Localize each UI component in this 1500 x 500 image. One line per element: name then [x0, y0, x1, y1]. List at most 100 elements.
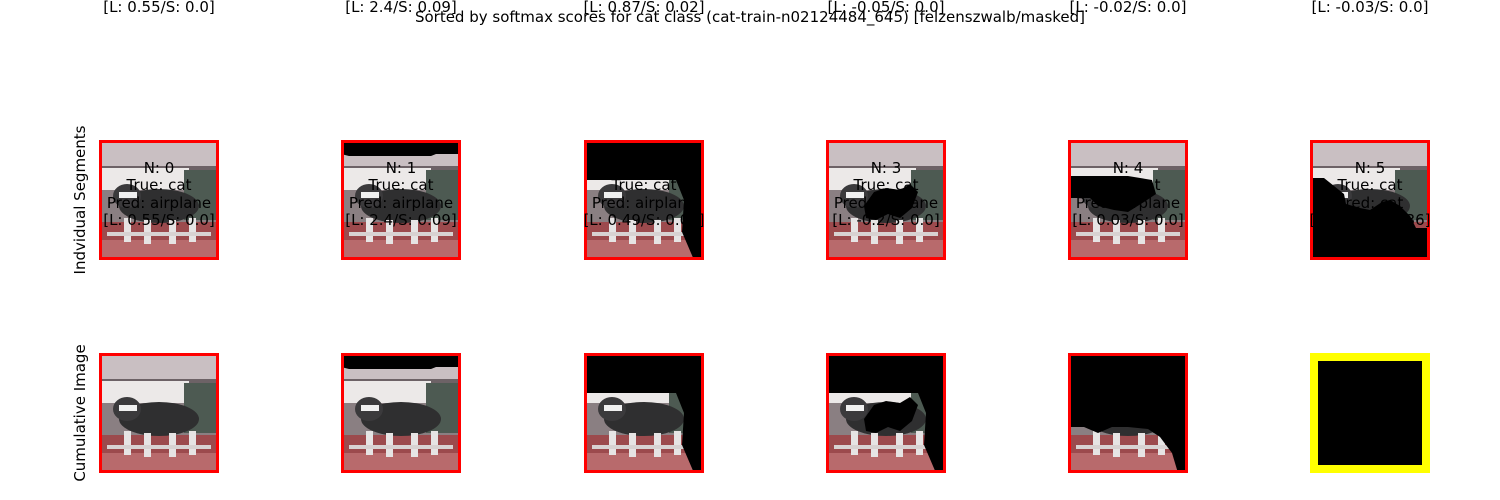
panel-image: [341, 353, 461, 473]
panel-image: [99, 353, 219, 473]
scene-floor-line: [1076, 445, 1180, 449]
panel-border: [99, 353, 219, 473]
caption-ls: [L: 0.55/S: 0.0]: [103, 0, 215, 16]
scene-cat-leg-0: [609, 218, 616, 242]
caption-ls: [L: -0.02/S: 0.0]: [1069, 0, 1187, 16]
caption-pred: Pred: airplane: [833, 193, 939, 212]
scene-floor-line: [834, 445, 938, 449]
panel-caption: N: 2 True: cat Pred: airplane [L: 0.49/S: 0…: [544, 159, 744, 229]
caption-ls: [L: 1.68/S: 0.36]: [1309, 210, 1431, 229]
scene-white-board: [343, 381, 431, 403]
scene-cat-leg-3: [189, 218, 196, 242]
scene-cat-leg-0: [609, 431, 616, 455]
scene-upper-wall: [1068, 140, 1188, 166]
scene-floor-highlight: [341, 240, 461, 260]
scene-floor-highlight: [99, 240, 219, 260]
panel-image: [1310, 140, 1430, 260]
caption-n: N: 3: [870, 159, 902, 178]
scene-cat-leg-0: [366, 431, 373, 455]
caption-true: True: cat: [1337, 176, 1403, 195]
scene-upper-wall: [1310, 140, 1430, 166]
panel-border: [99, 140, 219, 260]
scene-floor-line: [349, 445, 453, 449]
scene-cat-white-patch: [361, 192, 379, 198]
scene-floor-highlight: [1068, 240, 1188, 260]
panel-image: [1068, 353, 1188, 473]
panel-border: [584, 353, 704, 473]
mask-region: [584, 353, 704, 367]
caption-pred: Pred: cat: [1336, 193, 1404, 212]
scene-floor-highlight: [826, 240, 946, 260]
figure-title: Sorted by softmax scores for cat class (…: [414, 8, 1086, 26]
caption-true: True: cat: [611, 176, 677, 195]
caption-ls: [L: 0.03/S: 0.0]: [1072, 210, 1184, 229]
caption-ls: [L: -0.03/S: 0.0]: [1311, 0, 1429, 16]
scene-cat-white-patch: [846, 405, 864, 411]
mask-region: [341, 353, 461, 369]
scene-floor-line: [834, 232, 938, 236]
scene-cat-leg-3: [189, 431, 196, 455]
caption-ls: [L: 2.4/S: 0.09]: [345, 0, 457, 16]
panel-image: [826, 353, 946, 473]
scene-cat-leg-0: [366, 218, 373, 242]
caption-n: N: 0: [143, 159, 175, 178]
caption-ls: [L: -0.2/S: 0.0]: [832, 210, 940, 229]
panel-image: [1310, 353, 1430, 473]
scene-white-board: [828, 168, 916, 190]
mask-region: [584, 353, 704, 473]
panel-image: [99, 140, 219, 260]
mask-region: [341, 140, 461, 156]
caption-ls: [L: -0.05/S: 0.0]: [827, 0, 945, 16]
scene-white-board: [343, 168, 431, 190]
mask-region: [826, 353, 946, 473]
caption-ls: [L: 0.49/S: 0.01]: [583, 210, 705, 229]
caption-true: True: cat: [368, 176, 434, 195]
mask-region: [864, 397, 918, 433]
scene-cat-leg-3: [674, 431, 681, 455]
panel-border: [341, 140, 461, 260]
scene-cat-white-patch: [361, 405, 379, 411]
scene-cat-white-patch: [119, 405, 137, 411]
scene-white-board: [1312, 168, 1400, 190]
mask-region: [1310, 178, 1430, 260]
panel-caption: N: 5 True: cat Pred: cat [L: 1.68/S: 0.36]: [1270, 159, 1470, 229]
scene-floor-highlight: [584, 453, 704, 473]
panel-border: [826, 140, 946, 260]
row-label: Cumulative Image: [71, 344, 89, 482]
scene-cat-leg-3: [916, 431, 923, 455]
scene-cat-leg-3: [916, 218, 923, 242]
scene-upper-wall: [99, 353, 219, 379]
panel-image: [826, 140, 946, 260]
scene-cat-white-patch: [119, 192, 137, 198]
mask-region: [1310, 353, 1430, 473]
scene-cat-leg-3: [1158, 431, 1165, 455]
scene-cat-leg-3: [1158, 218, 1165, 242]
scene-floor-line: [592, 445, 696, 449]
scene-floor-highlight: [341, 453, 461, 473]
caption-true: True: cat: [126, 176, 192, 195]
scene-floor-highlight: [99, 453, 219, 473]
panel-image: [584, 353, 704, 473]
caption-pred: Pred: airplane: [348, 193, 454, 212]
panel-caption: N: 4 True: cat Pred: airplane [L: 0.03/S: 0…: [1028, 159, 1228, 229]
panel-border: [1068, 140, 1188, 260]
scene-cat-leg-3: [431, 218, 438, 242]
mask-region: [1068, 353, 1188, 473]
scene-white-board: [101, 381, 189, 403]
caption-pred: Pred: airplane: [106, 193, 212, 212]
scene-floor-highlight: [584, 240, 704, 260]
caption-n: N: 4: [1112, 159, 1144, 178]
scene-cat-leg-0: [124, 431, 131, 455]
scene-floor-highlight: [1068, 453, 1188, 473]
scene-cat-leg-0: [851, 431, 858, 455]
mask-region: [584, 140, 704, 260]
caption-true: True: cat: [1095, 176, 1161, 195]
caption-true: True: cat: [853, 176, 919, 195]
